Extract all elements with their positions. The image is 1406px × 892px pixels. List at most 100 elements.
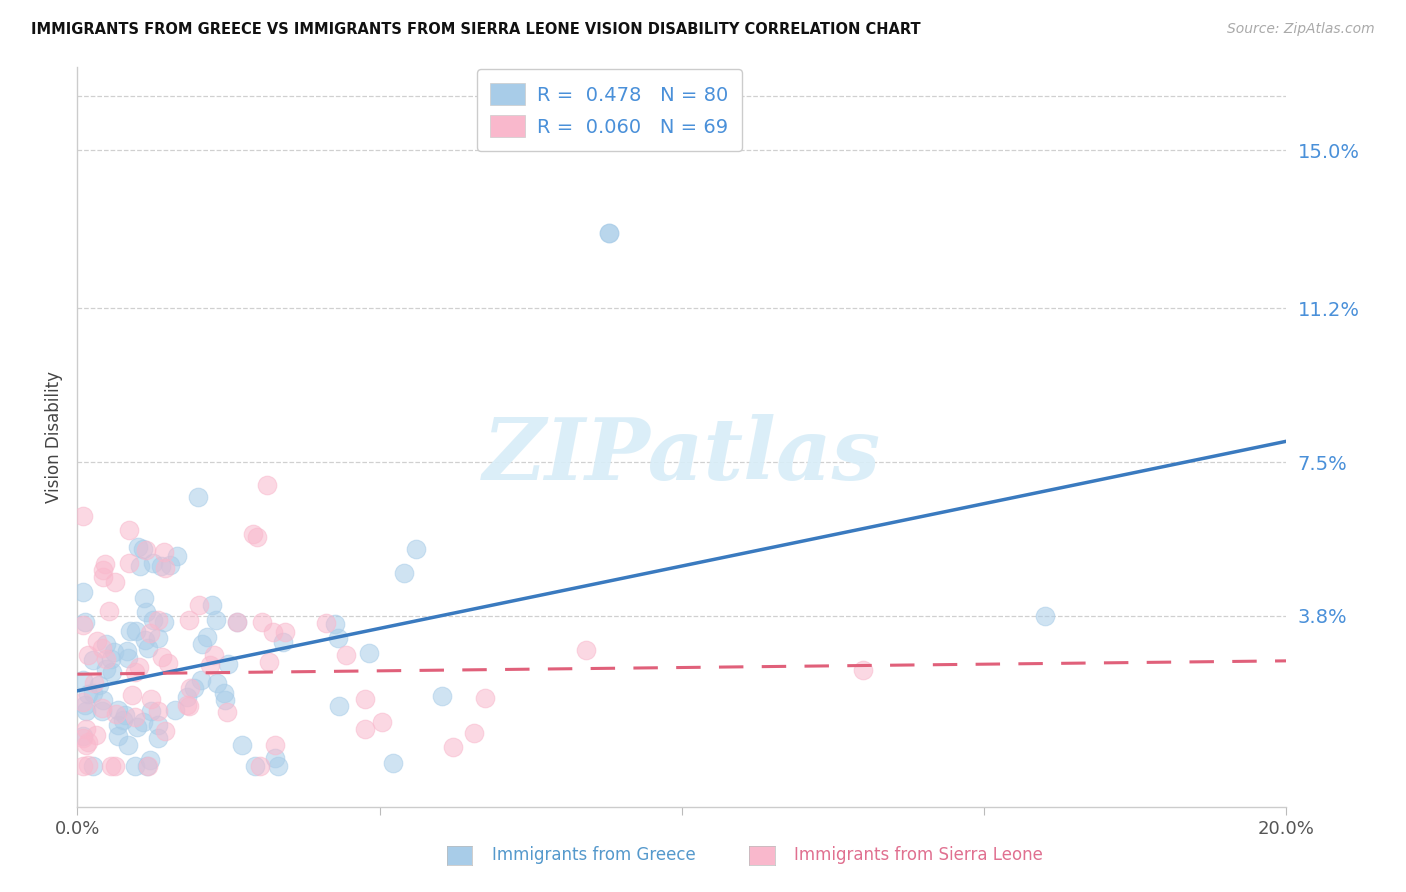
Point <box>72 694 94 708</box>
Legend: R =  0.478   N = 80, R =  0.060   N = 69: R = 0.478 N = 80, R = 0.060 N = 69 <box>477 70 742 151</box>
Point <box>75 722 97 736</box>
Point <box>77 758 100 772</box>
Point <box>75 705 97 719</box>
Point <box>128 660 150 674</box>
Point <box>121 688 143 702</box>
Point <box>153 615 176 630</box>
Point <box>274 625 297 640</box>
Point <box>177 699 200 714</box>
Point <box>112 713 135 727</box>
Point <box>104 575 127 590</box>
Point <box>82 653 104 667</box>
Point <box>195 630 218 644</box>
Point <box>107 703 129 717</box>
Point <box>179 681 201 695</box>
Point <box>315 616 337 631</box>
Point <box>104 758 127 772</box>
Point <box>135 605 157 619</box>
Point <box>101 665 124 679</box>
Point <box>150 650 173 665</box>
Point <box>91 570 114 584</box>
Point <box>200 657 222 672</box>
Point <box>183 681 205 696</box>
Point <box>257 655 280 669</box>
Y-axis label: Vision Disability: Vision Disability <box>45 371 63 503</box>
Point <box>250 615 273 629</box>
Point <box>75 738 97 752</box>
Point <box>73 615 96 630</box>
Point <box>264 738 287 752</box>
Point <box>231 738 253 752</box>
Point <box>190 673 212 687</box>
Point <box>104 707 127 722</box>
Point <box>146 731 169 745</box>
Point <box>135 758 157 772</box>
Text: Source: ZipAtlas.com: Source: ZipAtlas.com <box>1227 22 1375 37</box>
Point <box>72 673 94 687</box>
Point <box>354 692 377 706</box>
Point <box>100 758 122 772</box>
Point <box>205 676 228 690</box>
Point <box>96 662 118 676</box>
Point <box>141 692 163 706</box>
Point <box>371 714 394 729</box>
Point <box>83 675 105 690</box>
Point <box>103 645 125 659</box>
Point <box>176 690 198 705</box>
Point <box>405 541 427 556</box>
Point <box>159 558 181 572</box>
Point <box>76 687 98 701</box>
Point <box>146 717 169 731</box>
Point <box>139 704 162 718</box>
Point <box>148 704 170 718</box>
Point <box>225 615 247 629</box>
Point <box>335 648 357 662</box>
Point <box>77 735 100 749</box>
Point <box>357 646 380 660</box>
Point <box>94 637 117 651</box>
Point <box>142 556 165 570</box>
Point <box>166 549 188 563</box>
Point <box>574 643 596 657</box>
Point <box>249 758 271 772</box>
Point <box>118 556 141 570</box>
Point <box>72 508 94 523</box>
Point <box>474 690 496 705</box>
Point <box>138 753 160 767</box>
Point <box>124 758 146 772</box>
Point <box>328 631 350 645</box>
Point <box>134 632 156 647</box>
Text: Immigrants from Greece: Immigrants from Greece <box>492 846 696 863</box>
Point <box>1033 609 1056 624</box>
Point <box>328 698 350 713</box>
Point <box>441 739 464 754</box>
Point <box>100 652 122 666</box>
Point <box>176 698 198 712</box>
Point <box>214 685 236 699</box>
Point <box>214 693 236 707</box>
Point <box>430 690 453 704</box>
Point <box>271 635 294 649</box>
Point <box>136 641 159 656</box>
Point <box>153 561 176 575</box>
Point <box>148 613 170 627</box>
Point <box>91 704 114 718</box>
Point <box>96 652 118 666</box>
Point <box>132 714 155 729</box>
Point <box>107 729 129 743</box>
Point <box>135 543 157 558</box>
Point <box>246 530 269 544</box>
Point <box>91 701 114 715</box>
Point <box>134 591 156 605</box>
Point <box>93 693 115 707</box>
Point <box>155 723 177 738</box>
Point <box>114 708 136 723</box>
Point <box>191 637 214 651</box>
Point <box>72 618 94 632</box>
Point <box>392 566 415 581</box>
Point <box>150 558 173 573</box>
Point <box>217 657 239 671</box>
Point <box>256 478 278 492</box>
Point <box>91 563 114 577</box>
Point <box>117 651 139 665</box>
